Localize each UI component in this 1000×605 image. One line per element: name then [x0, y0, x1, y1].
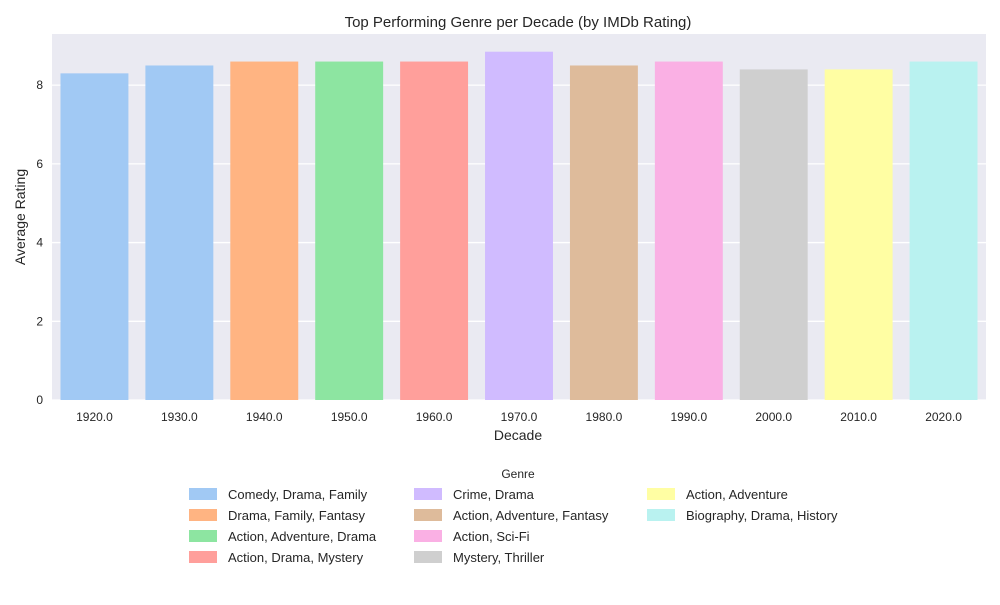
legend-swatch — [414, 488, 442, 500]
x-tick-label: 1970.0 — [501, 410, 538, 424]
bar-2020-0 — [909, 61, 978, 400]
bar-1930-0 — [145, 65, 214, 400]
legend-swatch — [414, 530, 442, 542]
bar-2000-0 — [739, 69, 808, 400]
bar-1940-0 — [230, 61, 299, 400]
x-axis-ticks: 1920.0 1930.0 1940.0 1950.0 1960.0 1970.0 1980… — [76, 410, 962, 424]
legend-swatch — [414, 551, 442, 563]
x-tick-label: 1920.0 — [76, 410, 113, 424]
legend-label: Drama, Family, Fantasy — [228, 508, 366, 523]
bar-1950-0 — [315, 61, 384, 400]
legend-label: Action, Adventure, Fantasy — [453, 508, 609, 523]
bar-1980-0 — [569, 65, 638, 400]
bar-1960-0 — [400, 61, 469, 400]
y-tick-label: 2 — [36, 314, 43, 328]
y-axis-label: Average Rating — [12, 169, 28, 265]
legend-swatch — [189, 488, 217, 500]
bars — [60, 51, 978, 401]
legend-label: Crime, Drama — [453, 487, 535, 502]
legend-swatch — [189, 509, 217, 521]
legend: Genre Comedy, Drama, Family Drama, Family… — [189, 467, 838, 565]
legend-label: Mystery, Thriller — [453, 550, 545, 565]
legend-label: Action, Adventure, Drama — [228, 529, 377, 544]
y-axis-ticks: 0 2 4 6 8 — [36, 78, 43, 407]
x-tick-label: 2000.0 — [755, 410, 792, 424]
x-tick-label: 2020.0 — [925, 410, 962, 424]
legend-swatch — [414, 509, 442, 521]
legend-items: Comedy, Drama, Family Drama, Family, Fant… — [189, 487, 838, 565]
y-tick-label: 6 — [36, 157, 43, 171]
x-tick-label: 1980.0 — [586, 410, 623, 424]
bar-1970-0 — [485, 51, 553, 400]
bar-1920-0 — [60, 73, 129, 401]
legend-swatch — [647, 509, 675, 521]
legend-swatch — [189, 530, 217, 542]
legend-label: Comedy, Drama, Family — [228, 487, 368, 502]
y-tick-label: 4 — [36, 236, 43, 250]
chart-title: Top Performing Genre per Decade (by IMDb… — [345, 14, 692, 31]
bar-2010-0 — [824, 69, 893, 400]
legend-label: Action, Adventure — [686, 487, 788, 502]
legend-label: Action, Drama, Mystery — [228, 550, 364, 565]
legend-label: Biography, Drama, History — [686, 508, 838, 523]
x-tick-label: 1930.0 — [161, 410, 198, 424]
legend-swatch — [189, 551, 217, 563]
x-tick-label: 1950.0 — [331, 410, 368, 424]
x-tick-label: 1940.0 — [246, 410, 283, 424]
y-tick-label: 0 — [36, 393, 43, 407]
legend-label: Action, Sci-Fi — [453, 529, 530, 544]
x-tick-label: 1960.0 — [416, 410, 453, 424]
legend-swatch — [647, 488, 675, 500]
y-tick-label: 8 — [36, 78, 43, 92]
bar-1990-0 — [654, 61, 723, 400]
x-tick-label: 1990.0 — [670, 410, 707, 424]
legend-title: Genre — [501, 467, 535, 481]
x-axis-label: Decade — [494, 427, 542, 443]
x-tick-label: 2010.0 — [840, 410, 877, 424]
